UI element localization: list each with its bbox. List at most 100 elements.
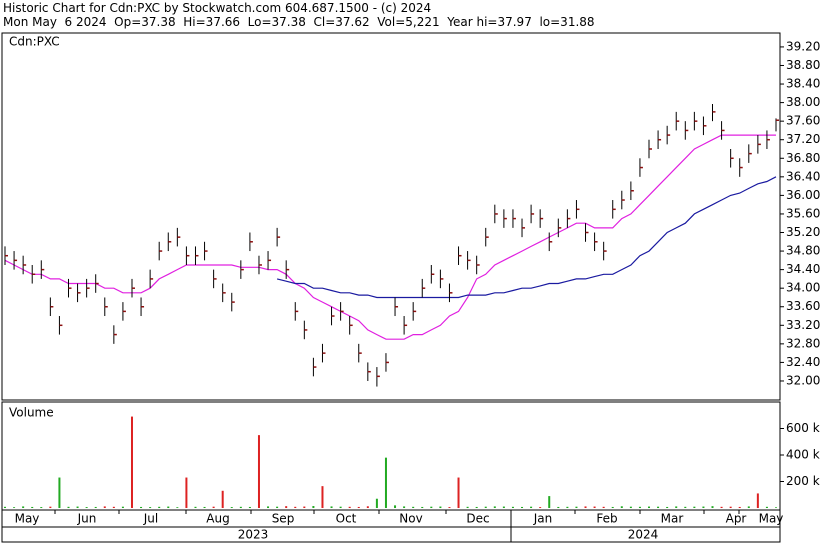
volume-bar — [539, 507, 542, 509]
volume-bar — [384, 457, 387, 509]
month-label: Jul — [143, 512, 158, 526]
volume-bar — [638, 506, 641, 509]
volume-bar — [4, 506, 6, 509]
volume-bar — [729, 506, 732, 509]
moving-average — [276, 176, 777, 299]
volume-bar — [375, 498, 378, 509]
volume-bar — [620, 506, 623, 509]
volume-bar — [239, 506, 242, 509]
month-label: Oct — [336, 512, 357, 526]
symbol-label: Cdn:PXC — [9, 35, 60, 49]
volume-bar — [430, 506, 433, 509]
volume-bar — [103, 506, 106, 509]
month-label: Feb — [596, 512, 617, 526]
volume-bar — [584, 506, 587, 509]
volume-bar — [112, 506, 115, 509]
volume-bar — [575, 506, 578, 509]
moving-average — [4, 134, 776, 340]
volume-bar — [648, 506, 651, 509]
volume-bar — [212, 506, 215, 509]
y-tick-label: 36.00 — [786, 188, 820, 202]
y-tick-label: 38.80 — [786, 58, 820, 72]
y-tick-label: 32.00 — [786, 373, 820, 387]
volume-bar — [421, 506, 424, 509]
month-label: Aug — [206, 512, 229, 526]
volume-bar — [94, 506, 97, 509]
month-label: Apr — [726, 512, 747, 526]
volume-bar — [257, 435, 260, 509]
volume-bar — [484, 506, 487, 509]
y-tick-label: 600 k — [786, 421, 820, 435]
volume-bar — [702, 506, 705, 509]
volume-bar — [521, 506, 524, 509]
volume-bar — [321, 486, 324, 509]
volume-bar — [294, 506, 297, 509]
volume-bar — [176, 507, 179, 509]
year-label: 2023 — [238, 528, 269, 542]
y-tick-label: 200 k — [786, 474, 820, 488]
volume-bar — [49, 506, 52, 509]
month-label: Jun — [77, 512, 97, 526]
volume-bar — [31, 506, 34, 509]
volume-bar — [475, 506, 478, 509]
volume-bar — [412, 506, 415, 509]
volume-bar — [502, 506, 505, 509]
y-tick-label: 38.40 — [786, 77, 820, 91]
volume-bar — [303, 506, 306, 509]
volume-bar — [466, 506, 469, 509]
volume-bar — [58, 477, 61, 509]
y-tick-label: 33.20 — [786, 318, 820, 332]
month-label: May — [15, 512, 40, 526]
volume-bar — [439, 506, 442, 509]
volume-bar — [720, 506, 723, 509]
y-tick-label: 32.40 — [786, 355, 820, 369]
y-tick-label: 400 k — [786, 448, 820, 462]
volume-bar — [557, 506, 560, 509]
volume-bar — [330, 506, 333, 509]
month-label: Dec — [466, 512, 489, 526]
volume-bar — [357, 506, 360, 509]
volume-bar — [457, 477, 460, 509]
volume-bar — [248, 506, 251, 509]
y-tick-label: 33.60 — [786, 299, 820, 313]
volume-bar — [140, 506, 143, 509]
volume-bar — [666, 506, 669, 509]
y-tick-label: 37.60 — [786, 114, 820, 128]
volume-bar — [167, 506, 170, 509]
y-tick-label: 35.60 — [786, 206, 820, 220]
header-line: Historic Chart for Cdn:PXC by Stockwatch… — [3, 1, 432, 15]
volume-bar — [203, 506, 206, 509]
volume-bar — [40, 507, 43, 509]
price-panel — [1, 32, 781, 401]
volume-bar — [267, 506, 270, 509]
y-tick-label: 36.80 — [786, 151, 820, 165]
y-tick-label: 37.20 — [786, 132, 820, 146]
volume-bar — [22, 506, 25, 509]
month-label: May — [759, 512, 784, 526]
y-tick-label: 39.20 — [786, 39, 820, 53]
volume-bar — [747, 506, 750, 509]
volume-panel — [1, 401, 781, 511]
volume-bar — [285, 506, 288, 509]
volume-bar — [339, 506, 342, 509]
volume-bar — [530, 506, 533, 509]
volume-bar — [775, 507, 777, 509]
volume-bar — [593, 506, 596, 509]
volume-bar — [149, 507, 152, 509]
volume-bar — [611, 506, 614, 509]
volume-bar — [394, 505, 397, 509]
header-line: Mon May 6 2024 Op=37.38 Hi=37.66 Lo=37.3… — [3, 15, 595, 29]
month-label: Mar — [661, 512, 684, 526]
y-tick-label: 34.40 — [786, 262, 820, 276]
volume-bar — [121, 506, 124, 509]
volume-bar — [602, 506, 605, 509]
volume-bar — [566, 506, 569, 509]
volume-bar — [711, 506, 714, 509]
volume-bar — [493, 506, 496, 509]
volume-bar — [738, 506, 741, 509]
volume-bar — [312, 506, 315, 509]
volume-bar — [276, 506, 279, 509]
y-tick-label: 34.00 — [786, 281, 820, 295]
volume-bar — [765, 506, 768, 509]
